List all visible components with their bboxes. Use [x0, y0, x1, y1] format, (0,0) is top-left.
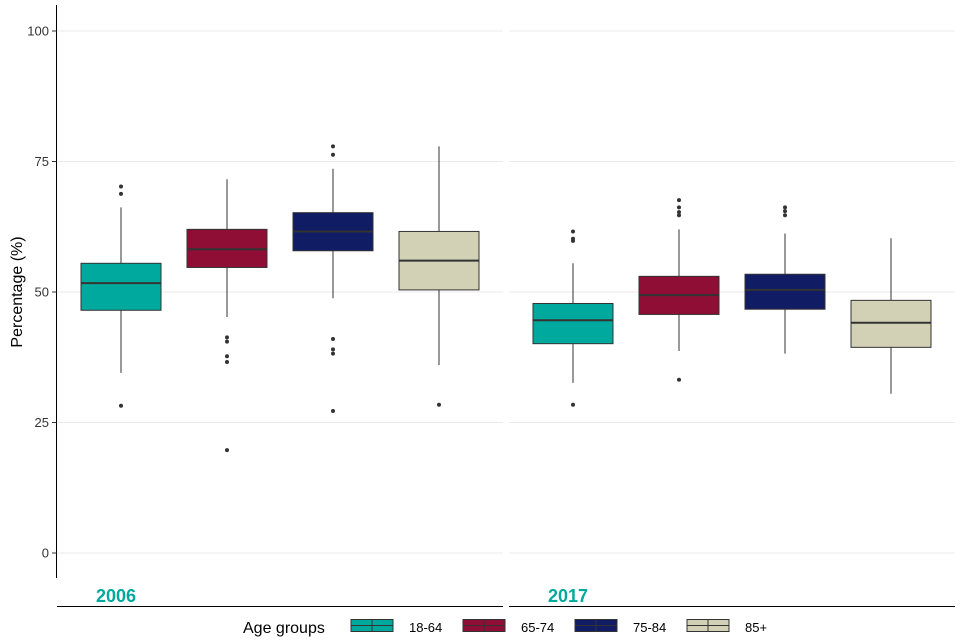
y-tick-label: 25	[35, 415, 49, 430]
legend-label-18-64: 18-64	[409, 620, 442, 635]
outlier-point	[677, 377, 681, 382]
iqr-box	[850, 299, 932, 348]
outlier-point	[677, 205, 681, 210]
outlier-point	[119, 403, 123, 408]
legend-label-85+: 85+	[745, 620, 767, 635]
legend-label-75-84: 75-84	[633, 620, 666, 635]
iqr-box	[744, 273, 826, 310]
y-tick-label: 100	[27, 24, 49, 39]
box-2006-18-64	[80, 184, 162, 408]
legend-label-65-74: 65-74	[521, 620, 554, 635]
y-tick-label: 0	[42, 546, 49, 561]
y-tick-label: 50	[35, 285, 49, 300]
outlier-point	[225, 359, 229, 364]
boxes	[80, 144, 932, 453]
outlier-point	[437, 402, 441, 407]
box-2017-85+	[850, 238, 932, 394]
outlier-point	[783, 205, 787, 210]
iqr-box	[532, 302, 614, 345]
outlier-point	[331, 336, 335, 341]
outlier-point	[331, 347, 335, 352]
box-2006-85+	[398, 146, 480, 407]
outlier-point	[119, 191, 123, 196]
box-2017-65-74	[638, 198, 720, 382]
box-2006-75-84	[292, 144, 374, 414]
outlier-point	[571, 402, 575, 407]
legend-key-75-84	[574, 619, 618, 632]
box-2017-75-84	[744, 205, 826, 354]
iqr-box	[80, 262, 162, 311]
legend-key-18-64	[350, 619, 394, 632]
outlier-point	[225, 448, 229, 453]
legend-title: Age groups	[243, 620, 325, 637]
outlier-point	[571, 229, 575, 234]
legend: Age groups 18-64 65-74 75-84 85+	[243, 619, 767, 637]
legend-key-65-74	[462, 619, 506, 632]
panel-label-2006: 2006	[96, 586, 136, 606]
outlier-point	[677, 198, 681, 203]
panel-labels: 2006 2017	[96, 586, 588, 606]
y-tick-label: 75	[35, 154, 49, 169]
legend-key-85+	[686, 619, 730, 632]
box-2017-18-64	[532, 229, 614, 407]
outlier-point	[225, 339, 229, 344]
box-2006-65-74	[186, 179, 268, 453]
outlier-point	[331, 351, 335, 356]
outlier-point	[225, 354, 229, 359]
outlier-point	[331, 409, 335, 414]
panel-label-2017: 2017	[548, 586, 588, 606]
outlier-point	[783, 213, 787, 218]
y-axis-title: Percentage (%)	[9, 236, 26, 347]
outlier-point	[677, 210, 681, 215]
outlier-point	[783, 209, 787, 214]
outlier-point	[119, 184, 123, 189]
grid-lines	[57, 30, 955, 554]
outlier-point	[677, 213, 681, 218]
outlier-point	[331, 144, 335, 149]
outlier-point	[331, 152, 335, 157]
outlier-point	[571, 236, 575, 241]
outlier-point	[225, 335, 229, 340]
axes: 0 25 50 75 100 Percentage (%)	[9, 5, 955, 607]
